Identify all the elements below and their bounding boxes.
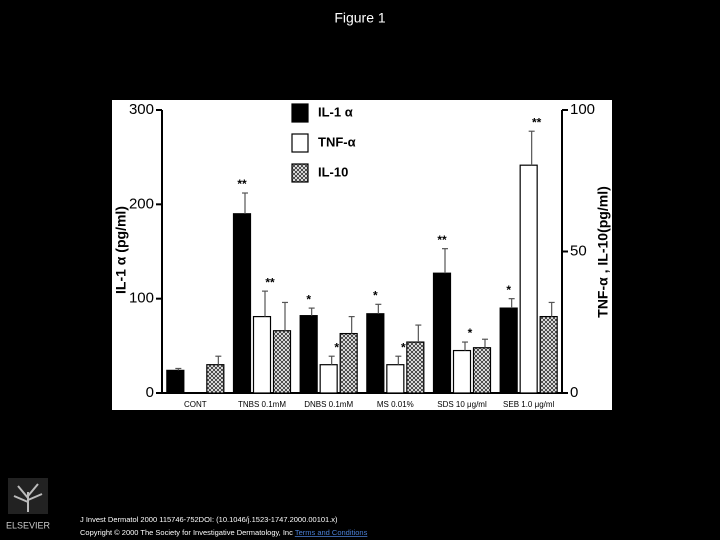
copyright-text: Copyright © 2000 The Society for Investi…: [80, 528, 293, 537]
y2-tick-label: 100: [570, 101, 595, 118]
copyright: Copyright © 2000 The Society for Investi…: [80, 528, 368, 537]
significance-label: *: [334, 340, 339, 354]
legend-label: TNF-α: [318, 134, 356, 149]
bar: [232, 213, 252, 394]
bar: [519, 164, 538, 394]
publisher-name: ELSEVIER: [6, 520, 51, 530]
x-tick-label: MS 0.01%: [377, 400, 414, 409]
x-tick-label: TNBS 0.1mM: [238, 400, 286, 409]
bar: [499, 307, 518, 394]
x-tick-label: CONT: [184, 400, 207, 409]
significance-label: *: [373, 288, 378, 302]
significance-label: **: [532, 115, 542, 129]
bar: [472, 347, 492, 394]
slide-title: Figure 1: [334, 10, 386, 26]
bar: [252, 315, 272, 394]
significance-label: **: [437, 233, 447, 247]
y-tick-label: 0: [146, 384, 154, 401]
bar: [272, 330, 292, 394]
bar: [452, 349, 472, 394]
legend-swatch: [291, 163, 309, 183]
bar: [299, 315, 318, 394]
y2-axis-label: TNF-α , IL-10(pg/ml): [595, 186, 611, 317]
y-axis-label: IL-1 α (pg/ml): [113, 206, 129, 294]
y2-tick-label: 50: [570, 242, 587, 259]
x-tick-label: SDS 10 μg/ml: [437, 400, 487, 409]
x-tick-label: DNBS 0.1mM: [304, 400, 353, 409]
x-tick-label: SEB 1.0 μg/ml: [503, 400, 555, 409]
bar: [539, 315, 558, 394]
significance-label: *: [506, 283, 511, 297]
y-tick-label: 200: [129, 195, 154, 212]
bar: [406, 341, 425, 394]
y-tick-label: 100: [129, 290, 154, 307]
significance-label: **: [265, 275, 275, 289]
legend-swatch: [291, 103, 309, 123]
y2-tick-label: 0: [570, 384, 578, 401]
bar: [166, 369, 185, 394]
significance-label: **: [237, 177, 247, 191]
bar: [339, 332, 358, 394]
significance-label: *: [306, 292, 311, 306]
significance-label: *: [401, 340, 406, 354]
legend-label: IL-1 α: [318, 104, 353, 119]
legend-swatch: [291, 133, 309, 153]
bar: [432, 272, 452, 394]
terms-link[interactable]: Terms and Conditions: [295, 528, 368, 537]
legend-label: IL-10: [318, 164, 348, 179]
publisher-logo: ELSEVIER: [6, 478, 51, 530]
bar: [206, 364, 225, 394]
citation: J Invest Dermatol 2000 115746-752DOI: (1…: [80, 515, 338, 524]
bar: [386, 364, 405, 394]
significance-label: *: [468, 326, 473, 340]
bar: [319, 364, 338, 394]
bar: [366, 313, 385, 394]
y-tick-label: 300: [129, 101, 154, 118]
